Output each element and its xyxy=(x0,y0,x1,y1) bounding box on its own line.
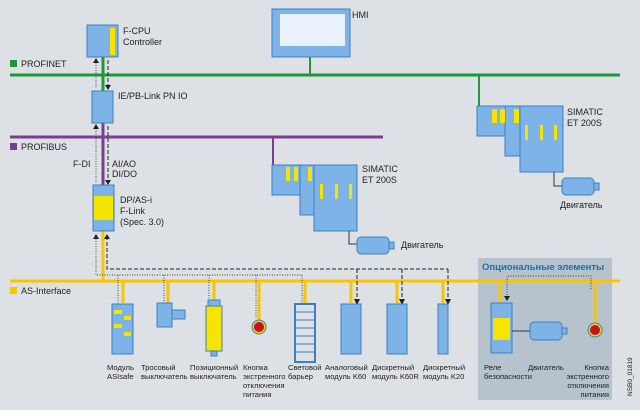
et200s-profinet-label: SIMATIC xyxy=(567,107,603,117)
ie-pb-link[interactable] xyxy=(91,90,114,124)
svg-text:барьер: барьер xyxy=(288,372,313,381)
et200s-profinet-label-2: ET 200S xyxy=(567,118,602,128)
svg-text:выключатель: выключатель xyxy=(141,372,188,381)
f-link-label-3: (Spec. 3.0) xyxy=(120,217,164,227)
svg-text:Световой: Световой xyxy=(288,363,321,372)
emergency-stop-button[interactable] xyxy=(587,322,603,338)
et200s-profibus-label: SIMATIC xyxy=(362,164,398,174)
f-link-label: DP/AS-i xyxy=(120,195,152,205)
svg-text:Реле: Реле xyxy=(484,363,501,372)
svg-text:питания: питания xyxy=(243,390,272,399)
profinet-legend-swatch xyxy=(10,60,17,67)
motor-icon xyxy=(356,236,395,255)
svg-text:Аналоговый: Аналоговый xyxy=(325,363,368,372)
profibus-legend-swatch xyxy=(10,143,17,150)
digital-module-k60r[interactable] xyxy=(386,303,408,355)
hmi-label: HMI xyxy=(352,10,369,20)
ie-pb-link-label: IE/PB-Link PN IO xyxy=(118,91,188,101)
svg-text:Кнопка: Кнопка xyxy=(243,363,268,372)
profinet-legend-label: PROFINET xyxy=(21,59,67,69)
ai-ao-label: AI/AO xyxy=(112,159,136,169)
f-cpu-label: F-CPU xyxy=(123,26,151,36)
optional-elements-title: Опциональные элементы xyxy=(482,262,604,273)
svg-text:Кнопка: Кнопка xyxy=(584,363,609,372)
svg-text:модуль K60: модуль K60 xyxy=(325,372,366,381)
svg-text:ASIsafe: ASIsafe xyxy=(107,372,134,381)
svg-text:Позиционный: Позиционный xyxy=(190,363,238,372)
svg-text:отключения: отключения xyxy=(567,381,609,390)
et200s-profibus[interactable] xyxy=(271,164,358,232)
asisafe-module[interactable] xyxy=(111,303,134,355)
profibus-legend-label: PROFIBUS xyxy=(21,142,67,152)
hmi-panel[interactable] xyxy=(271,8,351,58)
rope-switch[interactable] xyxy=(156,302,186,328)
emergency-stop-button[interactable] xyxy=(251,319,267,335)
svg-text:Дискретный: Дискретный xyxy=(423,363,465,372)
svg-text:питания: питания xyxy=(580,390,609,399)
dp-as-i-f-link[interactable] xyxy=(92,184,115,232)
motor-label: Двигатель xyxy=(401,240,444,250)
figure-id: NSB0_01819 xyxy=(627,357,634,396)
svg-text:Тросовый: Тросовый xyxy=(141,363,176,372)
svg-text:модуль K60R: модуль K60R xyxy=(372,372,419,381)
f-cpu-controller[interactable] xyxy=(86,24,119,58)
as-interface-legend-label: AS-Interface xyxy=(21,286,71,296)
et200s-profibus-label-2: ET 200S xyxy=(362,175,397,185)
svg-text:Двигатель: Двигатель xyxy=(528,363,564,372)
svg-text:безопасности: безопасности xyxy=(484,372,532,381)
svg-text:экстренного: экстренного xyxy=(567,372,609,381)
motor-label: Двигатель xyxy=(560,200,603,210)
position-switch[interactable] xyxy=(205,299,223,357)
as-interface-legend-swatch xyxy=(10,287,17,294)
motor-icon xyxy=(561,177,600,196)
svg-text:Модуль: Модуль xyxy=(107,363,134,372)
f-link-label-2: F-Link xyxy=(120,206,146,216)
f-di-label: F-DI xyxy=(73,159,91,169)
et200s-profinet[interactable] xyxy=(476,105,564,173)
light-curtain[interactable] xyxy=(294,303,316,363)
motor-icon xyxy=(529,321,568,341)
svg-text:отключения: отключения xyxy=(243,381,285,390)
svg-text:экстренного: экстренного xyxy=(243,372,285,381)
svg-text:модуль K20: модуль K20 xyxy=(423,372,464,381)
safety-relay[interactable] xyxy=(490,302,513,354)
analog-module-k60[interactable] xyxy=(340,303,362,355)
svg-text:выключатель: выключатель xyxy=(190,372,237,381)
digital-module-k20[interactable] xyxy=(437,303,449,355)
svg-text:Дискретный: Дискретный xyxy=(372,363,414,372)
f-cpu-label-2: Controller xyxy=(123,37,162,47)
di-do-label: DI/DO xyxy=(112,169,137,179)
